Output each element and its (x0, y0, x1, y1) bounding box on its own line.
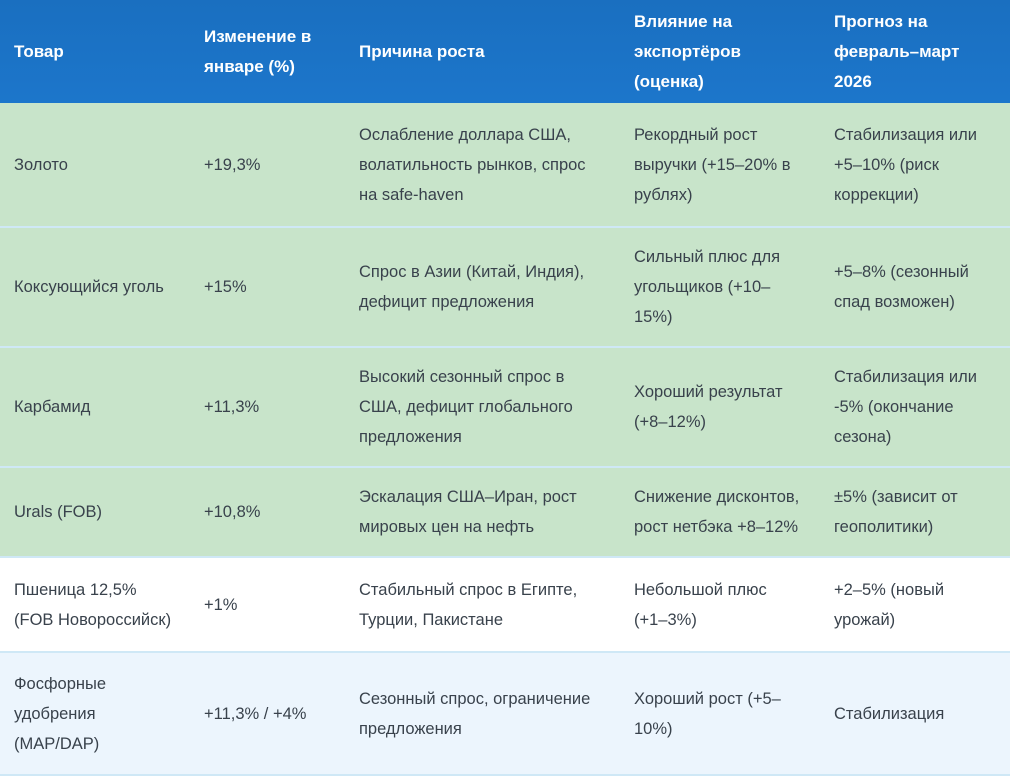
cell-forecast: Стабилизация или -5% (окончание сезона) (820, 348, 1010, 468)
cell-forecast: Стабилизация или +5–10% (риск коррекции) (820, 103, 1010, 228)
cell-reason: Ослабление доллара США, волатильность ры… (345, 103, 620, 228)
column-header-reason: Причина роста (345, 0, 620, 103)
cell-impact: Сильный плюс для угольщиков (+10–15%) (620, 228, 820, 348)
table-row: Urals (FOB) +10,8% Эскалация США–Иран, р… (0, 468, 1010, 558)
column-header-change: Изменение в январе (%) (190, 0, 345, 103)
cell-change: +11,3% / +4% (190, 653, 345, 776)
cell-change: +15% (190, 228, 345, 348)
table-row: Пшеница 12,5% (FOB Новороссийск) +1% Ста… (0, 558, 1010, 653)
table-row: Фосфорные удобрения (MAP/DAP) +11,3% / +… (0, 653, 1010, 776)
cell-reason: Спрос в Азии (Китай, Индия), дефицит пре… (345, 228, 620, 348)
cell-commodity: Urals (FOB) (0, 468, 190, 558)
cell-impact: Хороший результат (+8–12%) (620, 348, 820, 468)
table-row: Коксующийся уголь +15% Спрос в Азии (Кит… (0, 228, 1010, 348)
cell-reason: Высокий сезонный спрос в США, дефицит гл… (345, 348, 620, 468)
cell-commodity: Золото (0, 103, 190, 228)
cell-commodity: Фосфорные удобрения (MAP/DAP) (0, 653, 190, 776)
table-body: Золото +19,3% Ослабление доллара США, во… (0, 103, 1010, 776)
cell-change: +1% (190, 558, 345, 653)
table-header: Товар Изменение в январе (%) Причина рос… (0, 0, 1010, 103)
cell-reason: Сезонный спрос, ограничение предложения (345, 653, 620, 776)
header-row: Товар Изменение в январе (%) Причина рос… (0, 0, 1010, 103)
table-row: Карбамид +11,3% Высокий сезонный спрос в… (0, 348, 1010, 468)
column-header-impact: Влияние на экспортёров (оценка) (620, 0, 820, 103)
cell-forecast: +5–8% (сезонный спад возможен) (820, 228, 1010, 348)
cell-forecast: Стабилизация (820, 653, 1010, 776)
column-header-forecast: Прогноз на февраль–март 2026 (820, 0, 1010, 103)
cell-commodity: Карбамид (0, 348, 190, 468)
cell-change: +11,3% (190, 348, 345, 468)
cell-change: +10,8% (190, 468, 345, 558)
cell-impact: Снижение дисконтов, рост нетбэка +8–12% (620, 468, 820, 558)
column-header-commodity: Товар (0, 0, 190, 103)
cell-impact: Рекордный рост выручки (+15–20% в рублях… (620, 103, 820, 228)
cell-commodity: Коксующийся уголь (0, 228, 190, 348)
cell-forecast: ±5% (зависит от геополитики) (820, 468, 1010, 558)
cell-reason: Эскалация США–Иран, рост мировых цен на … (345, 468, 620, 558)
table-row: Золото +19,3% Ослабление доллара США, во… (0, 103, 1010, 228)
cell-reason: Стабильный спрос в Египте, Турции, Пакис… (345, 558, 620, 653)
cell-commodity: Пшеница 12,5% (FOB Новороссийск) (0, 558, 190, 653)
cell-change: +19,3% (190, 103, 345, 228)
cell-impact: Хороший рост (+5–10%) (620, 653, 820, 776)
cell-forecast: +2–5% (новый урожай) (820, 558, 1010, 653)
cell-impact: Небольшой плюс (+1–3%) (620, 558, 820, 653)
